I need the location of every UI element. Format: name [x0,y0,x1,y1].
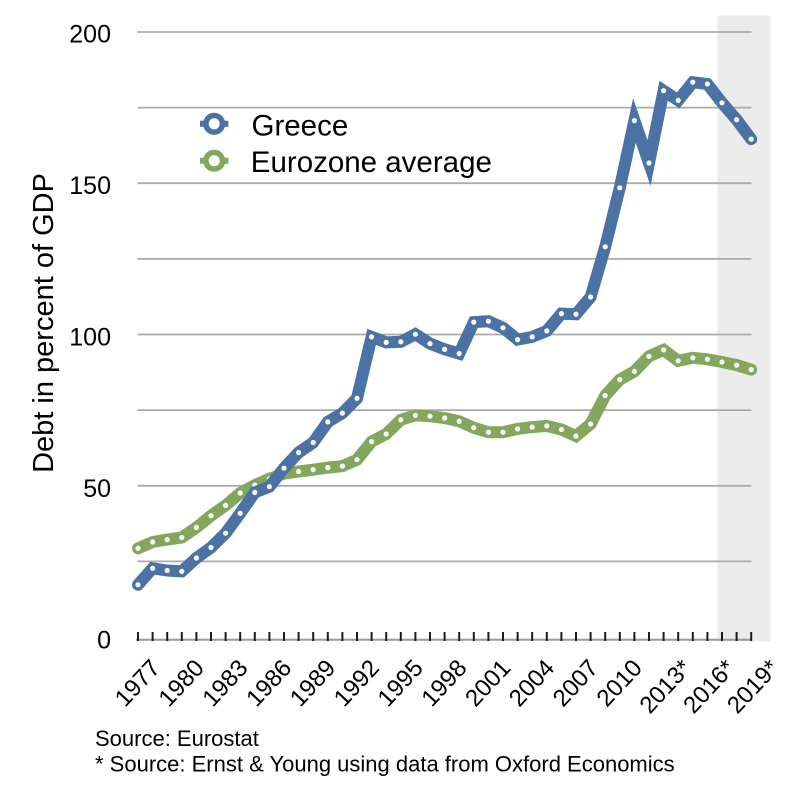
svg-text:0: 0 [97,627,111,655]
svg-text:200: 200 [69,21,111,49]
svg-text:* Source: Ernst & Young using: * Source: Ernst & Young using data from … [95,752,675,777]
svg-text:150: 150 [69,172,111,200]
svg-text:100: 100 [69,324,111,352]
svg-text:50: 50 [83,475,111,503]
svg-text:Source: Eurostat: Source: Eurostat [95,726,259,751]
svg-text:Debt in percent of GDP: Debt in percent of GDP [28,173,60,473]
svg-text:Eurozone average: Eurozone average [251,146,492,179]
svg-text:Greece: Greece [252,110,349,143]
